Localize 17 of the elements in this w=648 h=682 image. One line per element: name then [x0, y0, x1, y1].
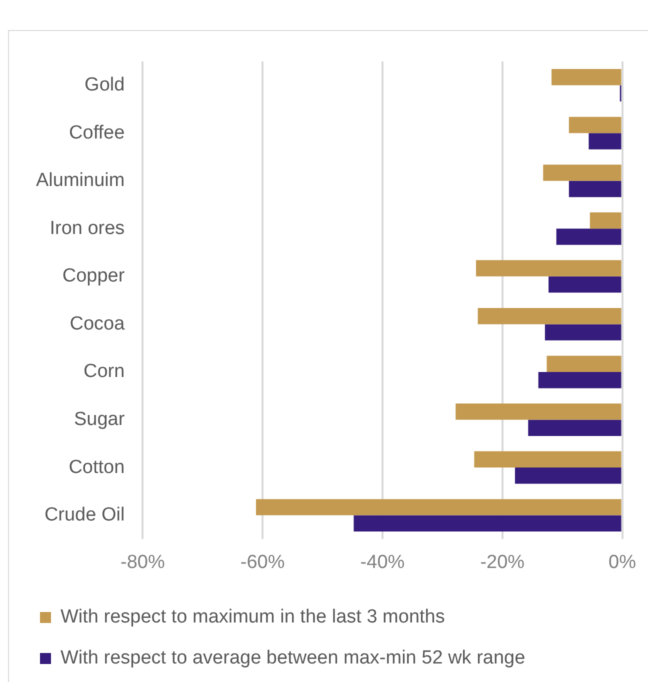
x-tick-label: 0% [608, 552, 636, 573]
legend-label: With respect to maximum in the last 3 months [60, 606, 445, 628]
x-tick-label: -20% [480, 552, 525, 573]
y-tick-label: Crude Oil [44, 504, 125, 526]
y-tick-label: Copper [62, 266, 126, 287]
legend-label: With respect to average between max-min 52 wk range [60, 648, 526, 669]
y-tick-label: Coffee [69, 122, 125, 144]
x-tick-label: -60% [240, 552, 285, 573]
y-tick-label: Cocoa [70, 313, 126, 334]
y-tick-label: Cotton [68, 456, 125, 478]
y-tick-label: Sugar [74, 408, 126, 430]
y-tick-label: Iron ores [50, 218, 125, 239]
x-tick-label: -80% [120, 552, 165, 573]
y-tick-label: Aluminuim [36, 170, 125, 192]
y-tick-label: Gold [84, 74, 125, 96]
x-tick-label: -40% [360, 552, 405, 573]
y-tick-label: Corn [84, 361, 125, 382]
